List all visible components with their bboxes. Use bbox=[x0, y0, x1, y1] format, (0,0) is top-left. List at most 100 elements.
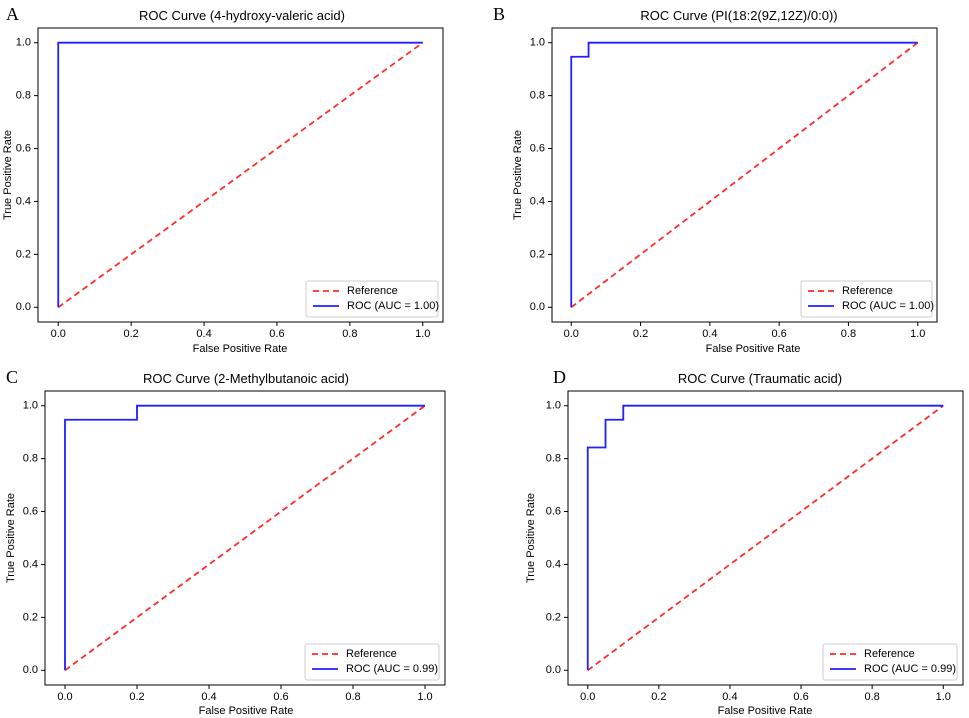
roc-panel-d: D ROC Curve (Traumatic acid) 0.0 0.2 0.4… bbox=[485, 359, 969, 718]
x-tick-label: 1.0 bbox=[936, 691, 951, 703]
x-tick-label: 0.4 bbox=[702, 328, 717, 340]
x-tick-label: 1.0 bbox=[415, 328, 430, 340]
x-tick-label: 0.0 bbox=[57, 691, 72, 703]
x-tick-label: 0.2 bbox=[651, 691, 666, 703]
reference-line bbox=[587, 404, 944, 672]
legend-box bbox=[800, 280, 933, 318]
y-tick-label: 0.0 bbox=[23, 664, 38, 676]
x-tick-group: 0.0 0.2 0.4 0.6 0.8 1.0 bbox=[564, 322, 925, 340]
x-tick-label: 0.4 bbox=[201, 691, 216, 703]
x-tick-label: 0.8 bbox=[345, 691, 360, 703]
legend-box bbox=[822, 643, 958, 681]
legend: Reference ROC (AUC = 1.00) bbox=[800, 280, 934, 318]
y-tick-label: 0.4 bbox=[546, 558, 561, 570]
y-tick-group: 0.0 0.2 0.4 0.6 0.8 1.0 bbox=[23, 400, 45, 676]
reference-line bbox=[570, 41, 919, 309]
y-tick-label: 0.8 bbox=[546, 453, 561, 465]
y-tick-label: 0.2 bbox=[546, 611, 561, 623]
y-tick-label: 0.6 bbox=[530, 142, 545, 154]
x-tick-label: 0.8 bbox=[865, 691, 880, 703]
legend-label-roc: ROC (AUC = 1.00) bbox=[347, 300, 439, 312]
x-tick-label: 0.6 bbox=[269, 328, 284, 340]
y-tick-label: 0.2 bbox=[23, 611, 38, 623]
x-tick-label: 1.0 bbox=[910, 328, 925, 340]
legend-label-roc: ROC (AUC = 0.99) bbox=[346, 663, 438, 675]
y-tick-label: 1.0 bbox=[530, 37, 545, 49]
x-tick-label: 0.4 bbox=[722, 691, 737, 703]
legend: Reference ROC (AUC = 0.99) bbox=[304, 643, 440, 681]
panel-letter: C bbox=[6, 367, 18, 387]
roc-chart-c: C ROC Curve (2-Methylbutanoic acid) 0.0 … bbox=[5, 367, 446, 717]
legend-box bbox=[304, 643, 440, 681]
y-tick-label: 1.0 bbox=[23, 400, 38, 412]
reference-line bbox=[57, 41, 424, 309]
y-tick-label: 0.0 bbox=[546, 664, 561, 676]
y-axis-label: True Positive Rate bbox=[525, 493, 537, 583]
x-tick-label: 0.0 bbox=[580, 691, 595, 703]
plot-area bbox=[551, 27, 938, 323]
roc-chart-d: D ROC Curve (Traumatic acid) 0.0 0.2 0.4… bbox=[525, 367, 964, 717]
roc-panel-b: B ROC Curve (PI(18:2(9Z,12Z)/0:0)) 0.0 0… bbox=[485, 0, 969, 359]
y-tick-label: 0.4 bbox=[530, 195, 545, 207]
y-tick-label: 0.6 bbox=[16, 142, 31, 154]
x-tick-label: 0.0 bbox=[564, 328, 579, 340]
x-tick-group: 0.0 0.2 0.4 0.6 0.8 1.0 bbox=[51, 322, 430, 340]
x-tick-label: 0.6 bbox=[273, 691, 288, 703]
y-tick-label: 0.8 bbox=[16, 90, 31, 102]
chart-title: ROC Curve (PI(18:2(9Z,12Z)/0:0)) bbox=[640, 8, 837, 23]
roc-curve-line bbox=[586, 404, 944, 671]
legend: Reference ROC (AUC = 1.00) bbox=[305, 280, 439, 318]
y-axis-label: True Positive Rate bbox=[5, 493, 17, 583]
x-tick-label: 0.6 bbox=[793, 691, 808, 703]
legend-box bbox=[305, 280, 439, 318]
y-tick-label: 0.6 bbox=[23, 505, 38, 517]
panel-letter: B bbox=[493, 4, 505, 24]
panel-letter: A bbox=[6, 4, 19, 24]
y-tick-label: 1.0 bbox=[546, 400, 561, 412]
roc-curve-line bbox=[57, 41, 423, 308]
y-tick-group: 0.0 0.2 0.4 0.6 0.8 1.0 bbox=[16, 37, 38, 313]
y-tick-label: 0.2 bbox=[530, 248, 545, 260]
x-axis-label: False Positive Rate bbox=[718, 705, 813, 717]
y-tick-label: 1.0 bbox=[16, 37, 31, 49]
roc-chart-a: A ROC Curve (4-hydroxy-valeric acid) 0.0… bbox=[2, 4, 444, 355]
legend-label-reference: Reference bbox=[346, 648, 397, 660]
roc-panel-a: A ROC Curve (4-hydroxy-valeric acid) 0.0… bbox=[0, 0, 484, 359]
legend-label-reference: Reference bbox=[347, 285, 398, 297]
y-tick-group: 0.0 0.2 0.4 0.6 0.8 1.0 bbox=[546, 400, 568, 676]
legend-label-reference: Reference bbox=[864, 648, 915, 660]
x-tick-label: 0.8 bbox=[841, 328, 856, 340]
legend-label-reference: Reference bbox=[842, 285, 893, 297]
x-tick-group: 0.0 0.2 0.4 0.6 0.8 1.0 bbox=[580, 685, 951, 703]
y-tick-label: 0.4 bbox=[16, 195, 31, 207]
chart-title: ROC Curve (4-hydroxy-valeric acid) bbox=[139, 8, 345, 23]
x-tick-label: 0.2 bbox=[124, 328, 139, 340]
y-tick-label: 0.8 bbox=[23, 453, 38, 465]
reference-line bbox=[64, 404, 426, 672]
roc-chart-b: B ROC Curve (PI(18:2(9Z,12Z)/0:0)) 0.0 0… bbox=[493, 4, 938, 355]
y-tick-label: 0.8 bbox=[530, 90, 545, 102]
x-axis-label: False Positive Rate bbox=[199, 705, 294, 717]
legend-label-roc: ROC (AUC = 1.00) bbox=[842, 300, 934, 312]
y-tick-label: 0.2 bbox=[16, 248, 31, 260]
x-tick-label: 0.4 bbox=[196, 328, 211, 340]
x-tick-label: 0.8 bbox=[342, 328, 357, 340]
x-axis-label: False Positive Rate bbox=[706, 343, 801, 355]
x-tick-group: 0.0 0.2 0.4 0.6 0.8 1.0 bbox=[57, 685, 433, 703]
legend-label-roc: ROC (AUC = 0.99) bbox=[864, 663, 956, 675]
x-tick-label: 1.0 bbox=[417, 691, 432, 703]
chart-title: ROC Curve (2-Methylbutanoic acid) bbox=[143, 371, 349, 386]
y-axis-label: True Positive Rate bbox=[2, 130, 14, 220]
y-tick-label: 0.4 bbox=[23, 558, 38, 570]
roc-curve-line bbox=[64, 404, 425, 671]
y-axis-label: True Positive Rate bbox=[512, 130, 524, 220]
y-tick-label: 0.0 bbox=[530, 301, 545, 313]
chart-title: ROC Curve (Traumatic acid) bbox=[678, 371, 842, 386]
x-tick-label: 0.2 bbox=[129, 691, 144, 703]
x-tick-label: 0.0 bbox=[51, 328, 66, 340]
y-tick-label: 0.0 bbox=[16, 301, 31, 313]
legend: Reference ROC (AUC = 0.99) bbox=[822, 643, 958, 681]
panel-letter: D bbox=[553, 367, 566, 387]
roc-panel-c: C ROC Curve (2-Methylbutanoic acid) 0.0 … bbox=[0, 359, 484, 718]
y-tick-group: 0.0 0.2 0.4 0.6 0.8 1.0 bbox=[530, 37, 552, 313]
